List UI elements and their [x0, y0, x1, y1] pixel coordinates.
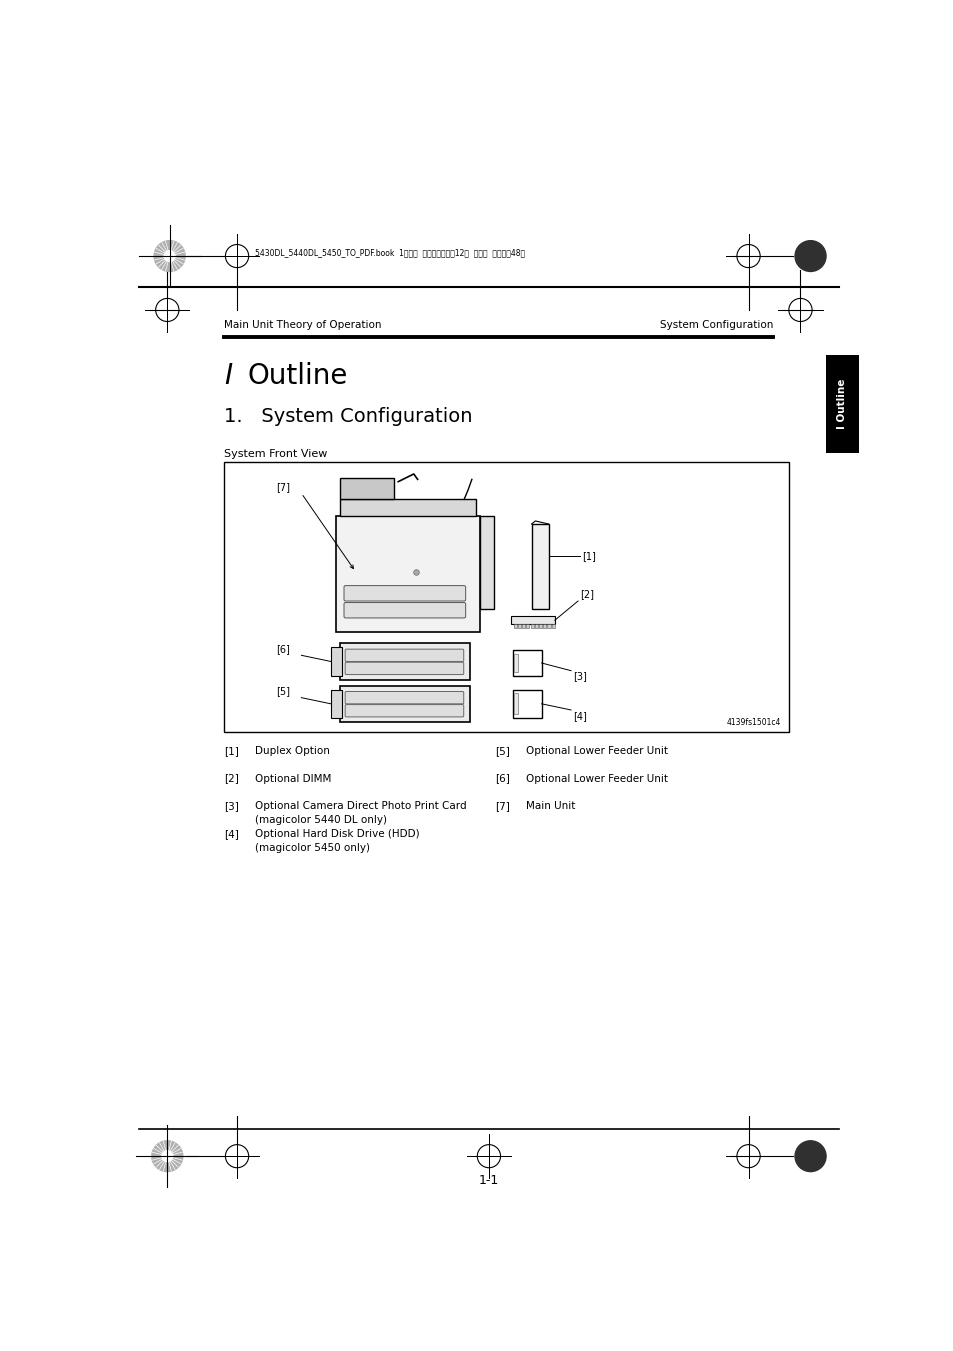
Circle shape: [794, 240, 825, 272]
FancyBboxPatch shape: [345, 648, 463, 662]
Text: Optional Hard Disk Drive (HDD): Optional Hard Disk Drive (HDD): [254, 830, 419, 839]
Bar: [513, 650, 541, 676]
Bar: [542, 624, 546, 628]
Text: 1-1: 1-1: [478, 1174, 498, 1188]
Bar: [517, 624, 520, 628]
Bar: [340, 686, 470, 721]
FancyBboxPatch shape: [344, 585, 465, 601]
Bar: [340, 500, 476, 516]
Text: System Configuration: System Configuration: [659, 320, 773, 330]
FancyBboxPatch shape: [345, 692, 463, 704]
Text: Optional Lower Feeder Unit: Optional Lower Feeder Unit: [525, 746, 667, 755]
Circle shape: [164, 251, 174, 262]
Text: (magicolor 5440 DL only): (magicolor 5440 DL only): [254, 815, 387, 825]
Bar: [526, 624, 529, 628]
Polygon shape: [154, 240, 185, 272]
Bar: [513, 624, 517, 628]
Bar: [551, 624, 555, 628]
Text: [2]: [2]: [579, 589, 594, 600]
Text: [1]: [1]: [581, 551, 596, 561]
Bar: [530, 624, 533, 628]
Bar: [513, 693, 517, 715]
Text: [7]: [7]: [275, 482, 290, 492]
Circle shape: [162, 1151, 172, 1162]
Bar: [479, 516, 493, 609]
FancyBboxPatch shape: [344, 603, 465, 617]
FancyBboxPatch shape: [345, 705, 463, 717]
Bar: [340, 478, 394, 500]
Text: 4139fs1501c4: 4139fs1501c4: [726, 719, 781, 727]
Bar: [521, 624, 525, 628]
Bar: [547, 624, 550, 628]
Text: [4]: [4]: [573, 711, 587, 720]
Bar: [825, 354, 858, 453]
Text: 1.   System Configuration: 1. System Configuration: [224, 407, 472, 426]
Text: Optional DIMM: Optional DIMM: [254, 774, 331, 784]
Text: System Front View: System Front View: [224, 450, 327, 459]
Bar: [510, 616, 555, 624]
Text: [3]: [3]: [224, 801, 238, 811]
Bar: [335, 516, 479, 632]
Polygon shape: [152, 1140, 183, 1171]
Text: [3]: [3]: [573, 671, 587, 681]
Circle shape: [794, 1140, 825, 1171]
Text: Optional Lower Feeder Unit: Optional Lower Feeder Unit: [525, 774, 667, 784]
Bar: [513, 689, 541, 719]
Text: [4]: [4]: [224, 830, 238, 839]
Text: Main Unit Theory of Operation: Main Unit Theory of Operation: [224, 320, 381, 330]
Bar: [513, 654, 517, 671]
FancyBboxPatch shape: [345, 662, 463, 674]
Bar: [531, 524, 548, 609]
Text: Main Unit: Main Unit: [525, 801, 575, 811]
Bar: [535, 624, 537, 628]
Text: Duplex Option: Duplex Option: [254, 746, 330, 755]
Text: 5430DL_5440DL_5450_TO_PDF.book  1ページ  ２００５年４月12日  火曜日  午後４晉48分: 5430DL_5440DL_5450_TO_PDF.book 1ページ ２００５…: [254, 249, 524, 258]
Bar: [340, 643, 470, 680]
Text: [2]: [2]: [224, 774, 238, 784]
Text: I Outline: I Outline: [837, 378, 846, 430]
Text: [7]: [7]: [495, 801, 510, 811]
Text: Optional Camera Direct Photo Print Card: Optional Camera Direct Photo Print Card: [254, 801, 466, 811]
Text: (magicolor 5450 only): (magicolor 5450 only): [254, 843, 370, 852]
Bar: [538, 624, 541, 628]
Text: I: I: [224, 362, 232, 390]
Text: Outline: Outline: [247, 362, 347, 390]
Bar: [224, 462, 788, 732]
Bar: [331, 647, 341, 676]
Text: [5]: [5]: [275, 686, 290, 696]
Text: [6]: [6]: [495, 774, 510, 784]
Text: [6]: [6]: [275, 644, 290, 654]
Text: [5]: [5]: [495, 746, 510, 755]
Text: [1]: [1]: [224, 746, 238, 755]
Bar: [331, 689, 341, 719]
